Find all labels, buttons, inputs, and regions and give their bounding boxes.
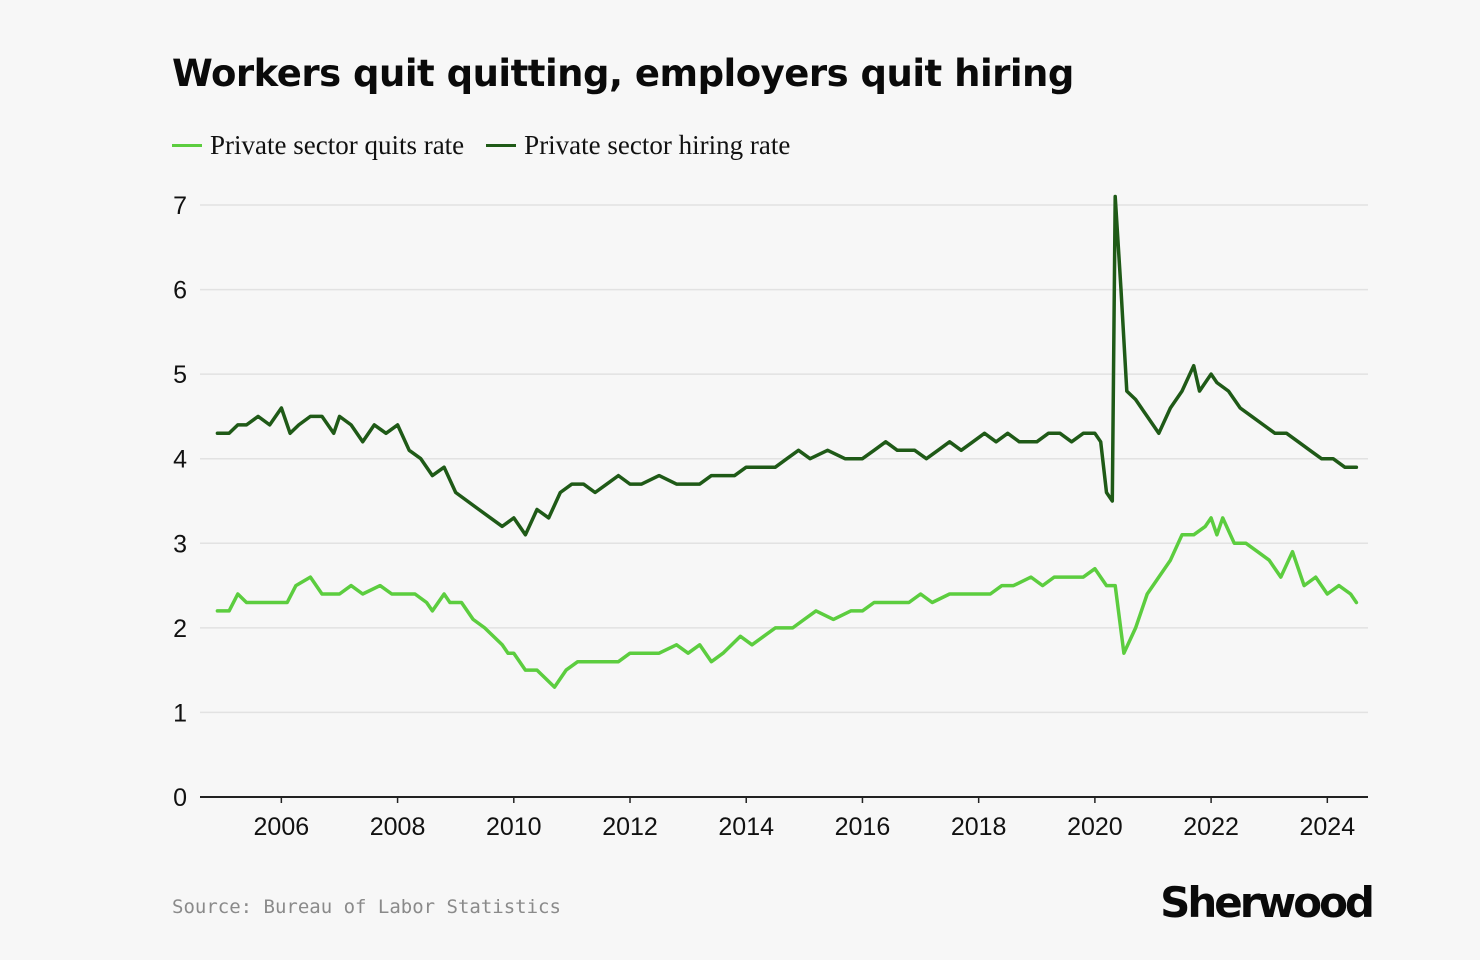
legend-swatch-hiring xyxy=(486,144,517,147)
y-tick-label: 1 xyxy=(173,699,187,727)
series-line-hiring xyxy=(215,194,1359,537)
legend-label-hiring: Private sector hiring rate xyxy=(524,130,791,160)
x-tick-label: 2012 xyxy=(602,813,658,841)
x-tick-label: 2024 xyxy=(1300,813,1356,841)
legend-label-quits: Private sector quits rate xyxy=(210,130,465,160)
chart-legend: Private sector quits rate Private sector… xyxy=(172,130,812,161)
y-tick-label: 6 xyxy=(173,277,187,305)
chart-title: Workers quit quitting, employers quit hi… xyxy=(172,52,1074,95)
x-tick-label: 2014 xyxy=(718,813,774,841)
y-tick-label: 0 xyxy=(173,784,187,812)
legend-item-hiring: Private sector hiring rate xyxy=(486,130,790,161)
y-tick-label: 2 xyxy=(173,615,187,643)
x-tick-label: 2018 xyxy=(951,813,1007,841)
y-tick-label: 4 xyxy=(173,446,187,474)
brand-logo: Sherwood xyxy=(1160,878,1375,927)
series-line-quits xyxy=(215,516,1359,689)
x-tick-label: 2020 xyxy=(1067,813,1123,841)
y-tick-label: 7 xyxy=(173,192,187,220)
legend-item-quits: Private sector quits rate xyxy=(172,130,464,161)
x-tick-label: 2022 xyxy=(1183,813,1239,841)
x-tick-label: 2006 xyxy=(254,813,310,841)
source-note: Source: Bureau of Labor Statistics xyxy=(172,896,561,918)
y-tick-label: 5 xyxy=(173,361,187,389)
x-tick-label: 2016 xyxy=(835,813,891,841)
x-tick-label: 2008 xyxy=(370,813,426,841)
legend-swatch-quits xyxy=(172,144,202,147)
x-tick-label: 2010 xyxy=(486,813,542,841)
y-tick-label: 3 xyxy=(173,530,187,558)
